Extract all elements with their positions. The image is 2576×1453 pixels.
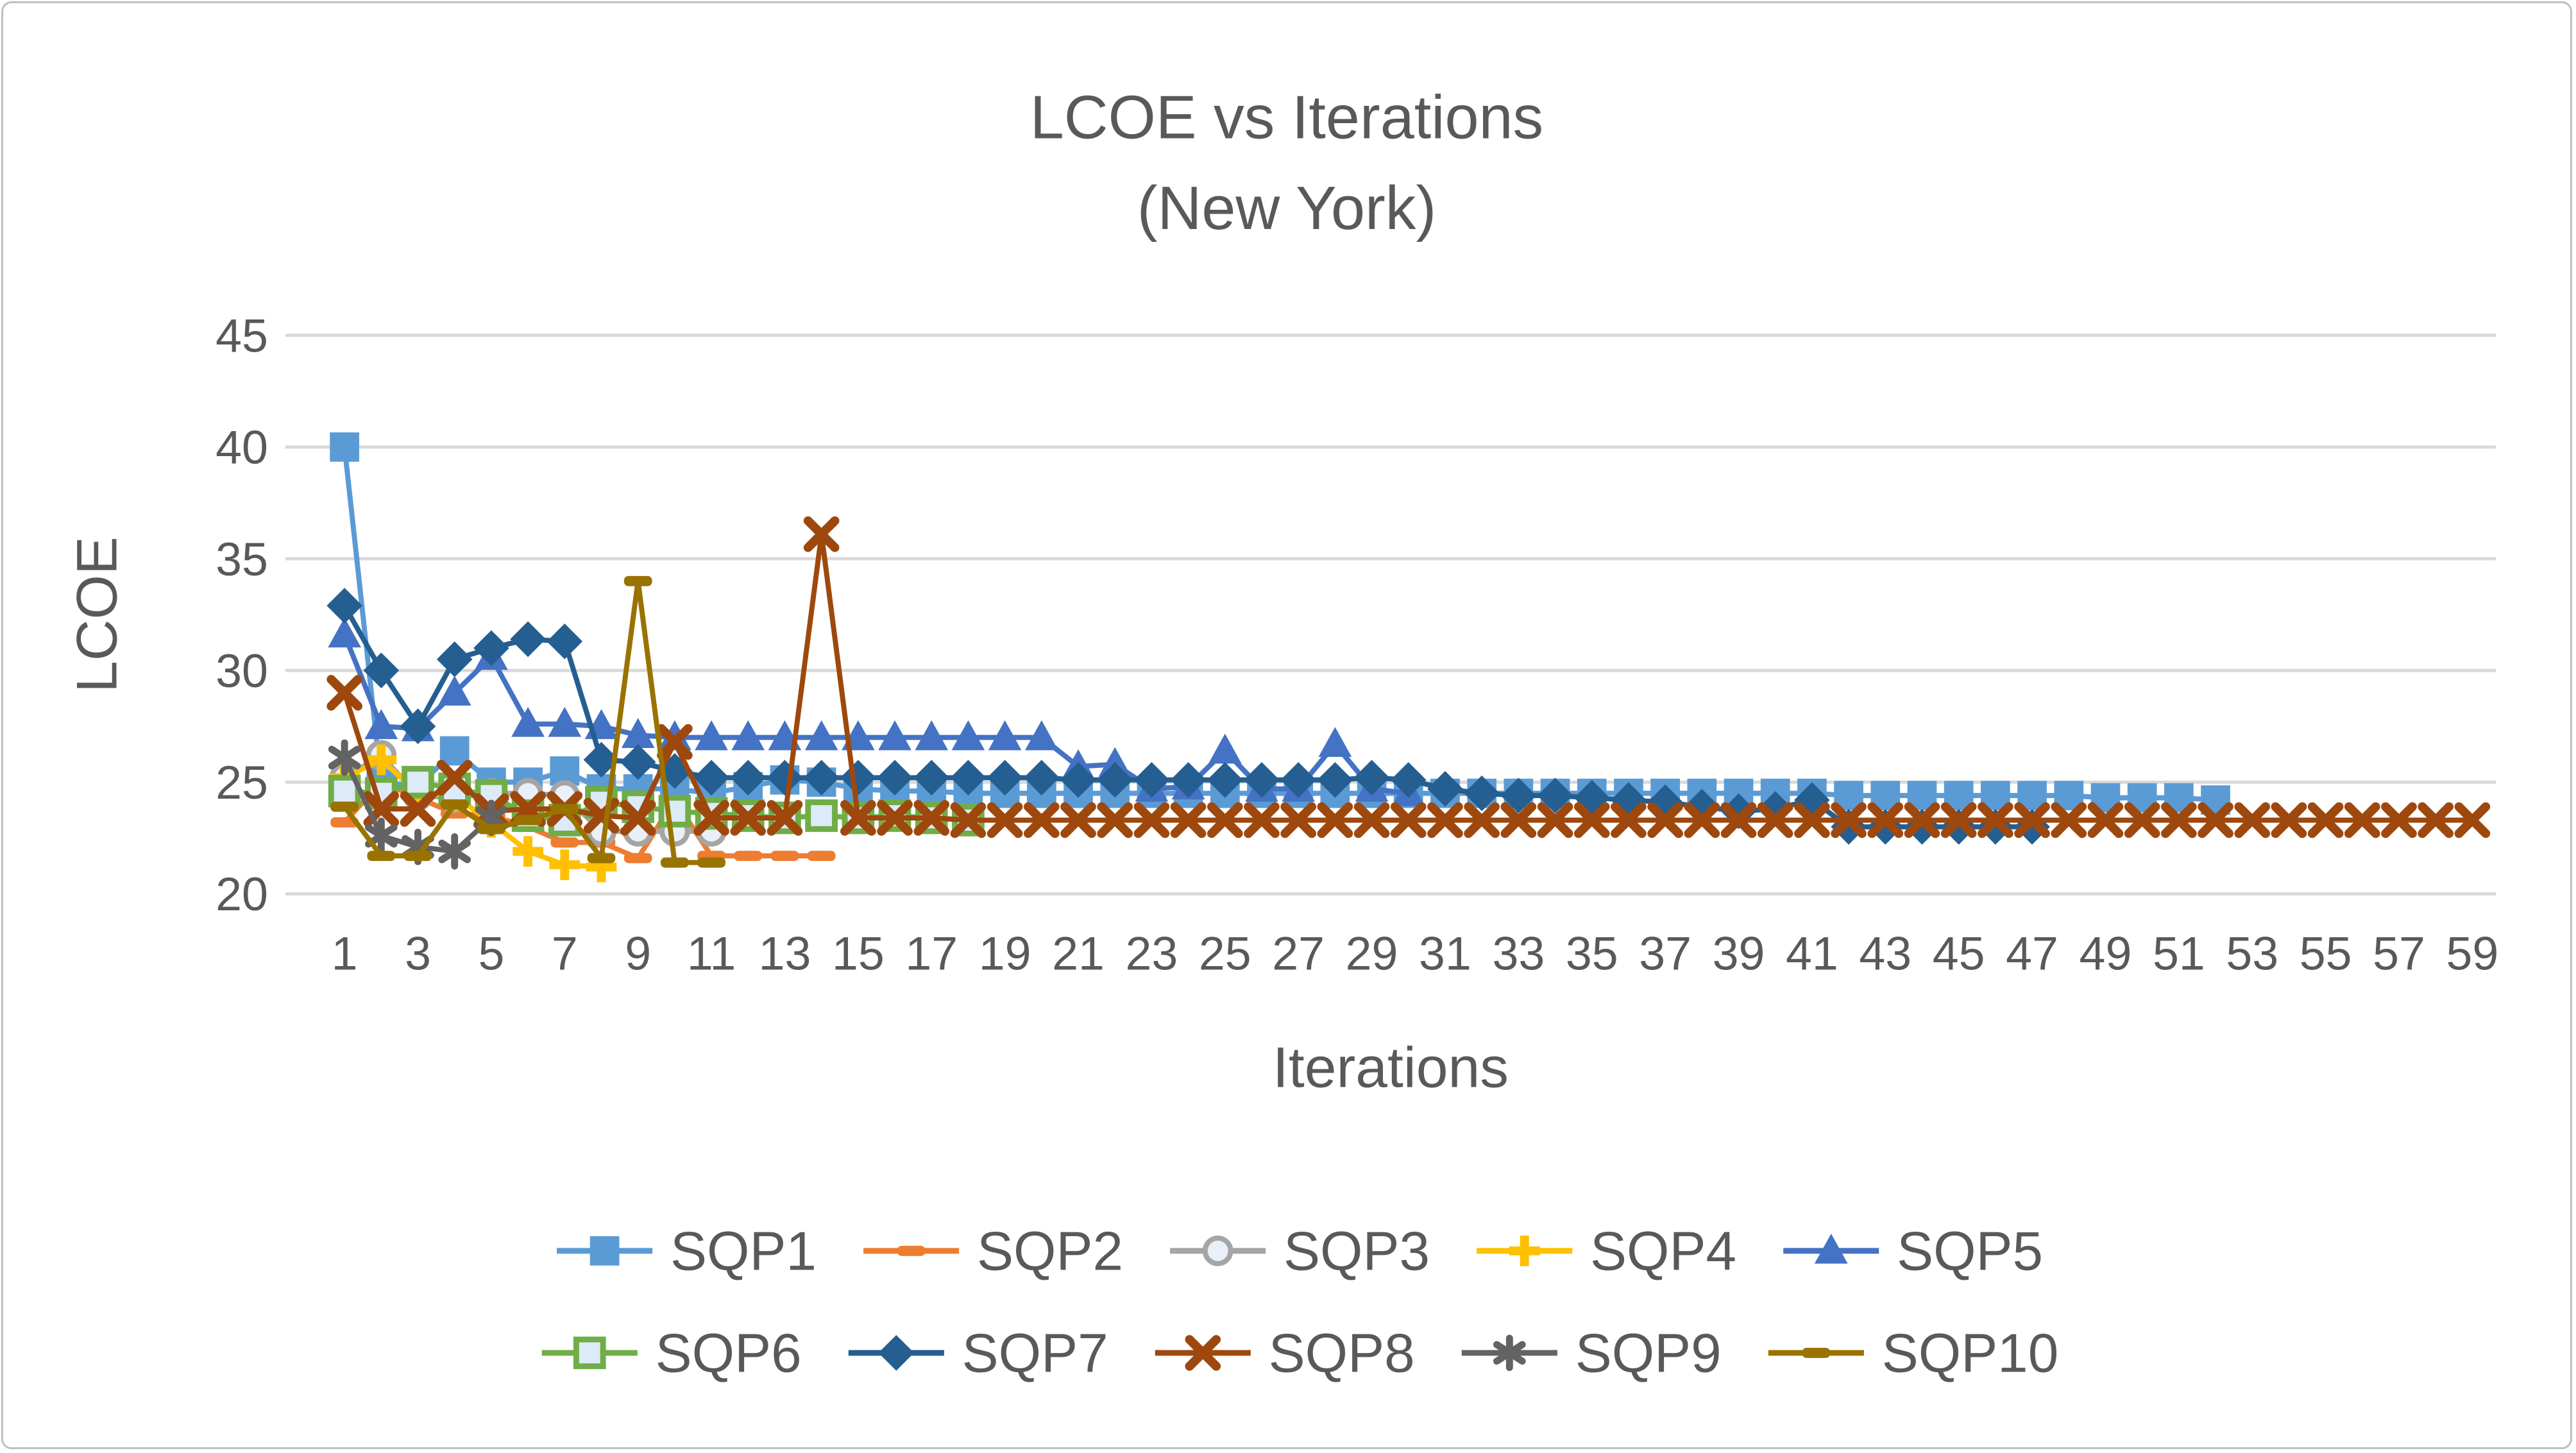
svg-text:21: 21 [1052,927,1105,980]
chart-title-line2: (New York) [1137,174,1437,242]
svg-text:35: 35 [216,532,268,586]
svg-text:30: 30 [216,644,268,697]
legend-item-SQP7: SQP7 [848,1323,1108,1384]
lcoe-line-chart: LCOE vs Iterations (New York) 45 40 35 30 25… [64,84,2499,1384]
y-axis-title: LCOE [64,536,128,693]
legend-item-SQP4: SQP4 [1477,1221,1736,1282]
legend-item-SQP10: SQP10 [1768,1323,2058,1384]
svg-text:31: 31 [1419,927,1471,980]
legend: SQP1 SQP2 SQP3 SQP4 SQP5 SQP6 SQP7 SQP8 SQP9 SQP1… [541,1221,2058,1384]
series-SQP10 [330,575,725,868]
legend-label: SQP9 [1575,1323,1722,1384]
svg-text:13: 13 [759,927,811,980]
legend-label: SQP8 [1269,1323,1415,1384]
legend-item-SQP8: SQP8 [1155,1323,1415,1384]
legend-label: SQP4 [1590,1221,1736,1282]
svg-text:33: 33 [1492,927,1545,980]
legend-label: SQP7 [962,1323,1108,1384]
svg-text:43: 43 [1859,927,1911,980]
svg-text:59: 59 [2446,927,2499,980]
svg-text:3: 3 [405,927,431,980]
svg-text:45: 45 [216,309,268,362]
x-axis-labels: 1 3 5 7 9 11 13 15 17 19 21 23 25 27 29 31 33 35 37 39 41 43 4… [332,927,2499,980]
legend-item-SQP6: SQP6 [541,1323,802,1384]
svg-text:17: 17 [905,927,958,980]
legend-label: SQP6 [656,1323,802,1384]
legend-label: SQP2 [977,1221,1123,1282]
y-axis-labels: 45 40 35 30 25 20 [216,309,268,921]
svg-text:35: 35 [1566,927,1618,980]
svg-text:39: 39 [1713,927,1765,980]
svg-text:53: 53 [2226,927,2278,980]
svg-text:29: 29 [1346,927,1398,980]
svg-text:55: 55 [2300,927,2352,980]
svg-text:9: 9 [625,927,651,980]
svg-text:19: 19 [979,927,1031,980]
svg-text:45: 45 [1933,927,1985,980]
legend-label: SQP10 [1882,1323,2059,1384]
svg-text:51: 51 [2153,927,2205,980]
svg-text:25: 25 [1199,927,1251,980]
svg-text:57: 57 [2373,927,2425,980]
svg-text:41: 41 [1786,927,1838,980]
legend-item-SQP1: SQP1 [557,1221,817,1282]
legend-label: SQP1 [670,1221,817,1282]
svg-text:7: 7 [552,927,578,980]
x-axis-title: Iterations [1273,1035,1509,1099]
plot-series [326,432,2491,883]
svg-text:25: 25 [216,756,268,809]
legend-item-SQP9: SQP9 [1461,1323,1722,1384]
svg-text:11: 11 [687,927,736,980]
svg-text:15: 15 [832,927,885,980]
svg-text:1: 1 [332,927,358,980]
legend-label: SQP3 [1284,1221,1430,1282]
svg-text:5: 5 [478,927,504,980]
legend-item-SQP2: SQP2 [863,1221,1123,1282]
chart-title-line1: LCOE vs Iterations [1030,84,1544,152]
legend-item-SQP3: SQP3 [1170,1221,1430,1282]
svg-text:20: 20 [216,867,268,921]
svg-text:37: 37 [1639,927,1691,980]
series-SQP8 [326,516,2491,838]
svg-text:49: 49 [2080,927,2132,980]
legend-item-SQP5: SQP5 [1783,1221,2043,1282]
svg-text:23: 23 [1126,927,1178,980]
legend-label: SQP5 [1897,1221,2043,1282]
svg-text:40: 40 [216,421,268,474]
svg-text:47: 47 [2006,927,2058,980]
svg-text:27: 27 [1272,927,1325,980]
